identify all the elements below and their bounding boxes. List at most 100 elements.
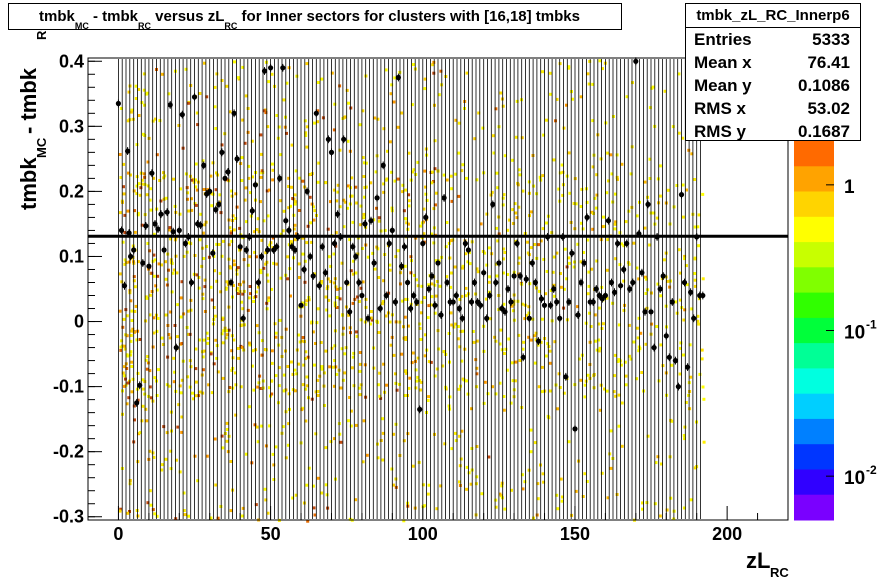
heatmap-cell <box>434 259 438 263</box>
heatmap-cell <box>493 335 497 339</box>
heatmap-cell <box>139 186 143 190</box>
heatmap-cell <box>636 336 640 340</box>
heatmap-cell <box>304 302 308 306</box>
heatmap-cell <box>171 271 175 275</box>
heatmap-cell <box>286 365 290 368</box>
profile-point <box>484 315 490 321</box>
heatmap-cell <box>529 246 533 250</box>
heatmap-cell <box>161 463 164 467</box>
y-tick-label: 0.2 <box>59 181 84 201</box>
heatmap-cell <box>613 227 617 231</box>
heatmap-cell <box>560 499 564 503</box>
heatmap-cell <box>468 262 472 266</box>
heatmap-cell <box>347 101 350 105</box>
heatmap-cell <box>459 457 463 461</box>
heatmap-cell <box>475 178 479 182</box>
heatmap-cell <box>137 114 141 117</box>
heatmap-cell <box>146 160 150 164</box>
heatmap-cell <box>349 269 353 273</box>
heatmap-cell <box>272 478 276 481</box>
heatmap-cell <box>503 507 507 511</box>
heatmap-cell <box>316 81 320 84</box>
heatmap-cell <box>123 365 126 369</box>
y-axis-label-part: tmbk <box>16 157 41 210</box>
heatmap-cell <box>302 236 306 240</box>
heatmap-cell <box>418 322 422 326</box>
heatmap-cell <box>574 489 578 493</box>
colorbar-tick-label: 1 <box>844 177 855 198</box>
heatmap-cell <box>120 339 124 343</box>
heatmap-cell <box>406 324 410 328</box>
heatmap-cell <box>260 238 264 242</box>
heatmap-cell <box>177 403 181 407</box>
heatmap-cell <box>454 118 458 122</box>
heatmap-cell <box>167 384 171 388</box>
heatmap-cell <box>501 196 505 200</box>
heatmap-cell <box>215 279 219 283</box>
heatmap-cell <box>592 212 595 215</box>
profile-point <box>557 315 563 321</box>
heatmap-cell <box>119 507 123 511</box>
heatmap-cell <box>292 227 296 231</box>
heatmap-cell <box>643 180 647 184</box>
title-sub-3: RC <box>224 21 238 31</box>
heatmap-cell <box>549 289 553 292</box>
heatmap-cell <box>260 424 264 428</box>
profile-point <box>261 68 268 74</box>
y-tick-label: -0.2 <box>53 442 84 462</box>
profile-point <box>231 110 237 116</box>
heatmap-cell <box>180 415 184 419</box>
heatmap-cell <box>464 176 468 180</box>
heatmap-cell <box>609 153 613 157</box>
heatmap-cell <box>605 389 609 393</box>
heatmap-cell <box>149 208 153 212</box>
heatmap-cell <box>320 491 324 495</box>
heatmap-cell <box>500 481 504 485</box>
heatmap-cell <box>435 367 439 371</box>
heatmap-cell <box>201 355 205 359</box>
heatmap-cell <box>701 277 705 281</box>
heatmap-cell <box>392 100 396 104</box>
heatmap-cell <box>292 213 296 217</box>
heatmap-cell <box>467 471 471 475</box>
heatmap-cell <box>454 431 457 435</box>
heatmap-cell <box>629 172 633 176</box>
heatmap-cell <box>286 255 290 259</box>
heatmap-cell <box>316 307 320 311</box>
heatmap-cell <box>637 277 641 281</box>
heatmap-cell <box>302 363 306 367</box>
colorbar-swatch <box>794 267 834 294</box>
heatmap-cell <box>343 200 347 204</box>
heatmap-cell <box>537 289 541 293</box>
heatmap-cell <box>581 495 585 498</box>
heatmap-cell <box>514 135 518 139</box>
profile-point <box>688 289 694 295</box>
heatmap-cell <box>607 179 610 183</box>
heatmap-cell <box>153 512 157 516</box>
heatmap-cell <box>144 319 148 323</box>
heatmap-cell <box>658 514 662 518</box>
heatmap-cell <box>188 332 192 336</box>
heatmap-cell <box>155 288 159 292</box>
heatmap-cell <box>347 313 351 317</box>
heatmap-cell <box>635 214 639 218</box>
heatmap-cell <box>351 301 355 305</box>
heatmap-cell <box>153 258 157 262</box>
heatmap-cell <box>123 231 127 234</box>
heatmap-cell <box>305 299 309 303</box>
heatmap-cell <box>533 243 537 246</box>
heatmap-cell <box>155 153 159 157</box>
heatmap-cell <box>206 188 210 192</box>
profile-point <box>280 65 286 71</box>
heatmap-cell <box>541 472 545 476</box>
heatmap-cell <box>517 261 521 265</box>
heatmap-cell <box>532 184 536 188</box>
heatmap-cell <box>190 208 194 212</box>
heatmap-cell <box>678 346 682 350</box>
heatmap-cell <box>241 292 245 296</box>
heatmap-cell <box>403 315 407 319</box>
heatmap-cell <box>678 372 682 376</box>
heatmap-cell <box>613 374 616 378</box>
heatmap-cell <box>333 102 337 106</box>
heatmap-cell <box>243 198 247 202</box>
